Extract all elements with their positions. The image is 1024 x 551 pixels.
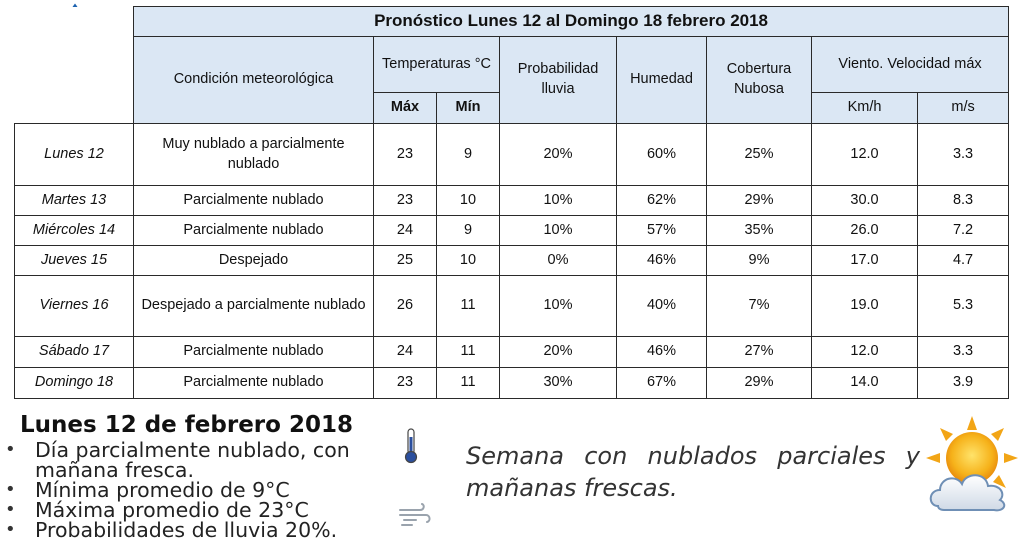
row-ms: 3.3 <box>916 336 1010 368</box>
row-cloud: 29% <box>706 185 812 216</box>
row-min: 10 <box>436 245 500 276</box>
row-cloud: 29% <box>706 367 812 399</box>
row-ms: 8.3 <box>916 185 1010 216</box>
row-day: Martes 13 <box>14 185 134 216</box>
row-cloud: 9% <box>706 245 812 276</box>
header-temperaturas: Temperaturas °C <box>373 36 500 93</box>
row-day: Jueves 15 <box>14 245 134 276</box>
header-max: Máx <box>373 92 437 124</box>
row-cloud: 25% <box>706 123 812 186</box>
row-condition: Despejado a parcialmente nublado <box>133 275 374 337</box>
row-ms: 7.2 <box>916 215 1010 246</box>
row-day: Lunes 12 <box>14 123 134 186</box>
header-min: Mín <box>436 92 500 124</box>
row-day: Sábado 17 <box>14 336 134 368</box>
row-day: Domingo 18 <box>14 367 134 399</box>
summary-bullets: Día parcialmente nublado, con mañana fre… <box>0 440 415 541</box>
table-row: Jueves 15 Despejado 25 10 0% 46% 9% 17.0… <box>14 245 1010 276</box>
row-rain: 30% <box>499 367 617 399</box>
row-condition: Parcialmente nublado <box>133 367 374 399</box>
row-rain: 20% <box>499 336 617 368</box>
logo-cell <box>14 6 134 124</box>
row-ms: 4.7 <box>916 245 1010 276</box>
table-row: Miércoles 14 Parcialmente nublado 24 9 1… <box>14 215 1010 246</box>
row-kmh: 17.0 <box>811 245 918 276</box>
row-cloud: 7% <box>706 275 812 337</box>
row-max: 24 <box>373 215 437 246</box>
row-min: 9 <box>436 123 500 186</box>
table-row: Martes 13 Parcialmente nublado 23 10 10%… <box>14 185 1010 216</box>
row-condition: Despejado <box>133 245 374 276</box>
wind-icon <box>398 502 432 533</box>
table-row: Viernes 16 Despejado a parcialmente nubl… <box>14 275 1010 337</box>
header-condicion: Condición meteorológica <box>133 36 374 124</box>
row-max: 23 <box>373 123 437 186</box>
row-rain: 20% <box>499 123 617 186</box>
header-viento: Viento. Velocidad máx <box>810 36 1010 93</box>
row-max: 26 <box>373 275 437 337</box>
row-kmh: 14.0 <box>811 367 918 399</box>
row-kmh: 19.0 <box>811 275 918 337</box>
sun-behind-cloud-icon <box>924 414 1020 519</box>
row-min: 10 <box>436 185 500 216</box>
header-ms: m/s <box>916 92 1010 124</box>
table-row: Lunes 12 Muy nublado a parcialmente nubl… <box>14 123 1010 186</box>
row-cloud: 35% <box>706 215 812 246</box>
row-humidity: 67% <box>616 367 707 399</box>
list-item: Probabilidades de lluvia 20%. <box>5 520 415 541</box>
row-kmh: 30.0 <box>811 185 918 216</box>
row-rain: 0% <box>499 245 617 276</box>
row-humidity: 40% <box>616 275 707 337</box>
row-kmh: 12.0 <box>811 123 918 186</box>
header-kmh: Km/h <box>811 92 918 124</box>
row-condition: Parcialmente nublado <box>133 185 374 216</box>
row-min: 11 <box>436 367 500 399</box>
row-humidity: 60% <box>616 123 707 186</box>
row-condition: Parcialmente nublado <box>133 215 374 246</box>
row-min: 11 <box>436 336 500 368</box>
row-kmh: 26.0 <box>811 215 918 246</box>
row-humidity: 62% <box>616 185 707 216</box>
list-item: Mínima promedio de 9°C <box>5 480 415 501</box>
header-cobertura: Cobertura Nubosa <box>706 36 812 124</box>
row-ms: 3.3 <box>916 123 1010 186</box>
table-row: Sábado 17 Parcialmente nublado 24 11 20%… <box>14 336 1010 368</box>
row-min: 11 <box>436 275 500 337</box>
row-max: 23 <box>373 185 437 216</box>
summary-title: Lunes 12 de febrero 2018 <box>20 412 353 438</box>
table-title: Pronóstico Lunes 12 al Domingo 18 febrer… <box>132 6 1010 37</box>
header-probabilidad: Probabilidad lluvia <box>499 36 617 124</box>
table-row: Domingo 18 Parcialmente nublado 23 11 30… <box>14 367 1010 399</box>
row-max: 23 <box>373 367 437 399</box>
row-humidity: 57% <box>616 215 707 246</box>
list-item: Máxima promedio de 23°C <box>5 500 415 521</box>
row-rain: 10% <box>499 275 617 337</box>
row-day: Viernes 16 <box>14 275 134 337</box>
row-condition: Parcialmente nublado <box>133 336 374 368</box>
row-rain: 10% <box>499 185 617 216</box>
row-max: 24 <box>373 336 437 368</box>
thermometer-icon <box>404 428 418 469</box>
row-condition: Muy nublado a parcialmente nublado <box>133 123 374 186</box>
row-humidity: 46% <box>616 245 707 276</box>
row-ms: 5.3 <box>916 275 1010 337</box>
forecast-table: Pronóstico Lunes 12 al Domingo 18 febrer… <box>14 6 1010 399</box>
row-rain: 10% <box>499 215 617 246</box>
row-kmh: 12.0 <box>811 336 918 368</box>
weekly-tagline: Semana con nublados parciales y mañanas … <box>466 442 920 502</box>
row-ms: 3.9 <box>916 367 1010 399</box>
list-item: Día parcialmente nublado, con mañana fre… <box>5 440 415 481</box>
row-day: Miércoles 14 <box>14 215 134 246</box>
row-humidity: 46% <box>616 336 707 368</box>
row-max: 25 <box>373 245 437 276</box>
row-cloud: 27% <box>706 336 812 368</box>
header-humedad: Humedad <box>616 36 707 124</box>
row-min: 9 <box>436 215 500 246</box>
